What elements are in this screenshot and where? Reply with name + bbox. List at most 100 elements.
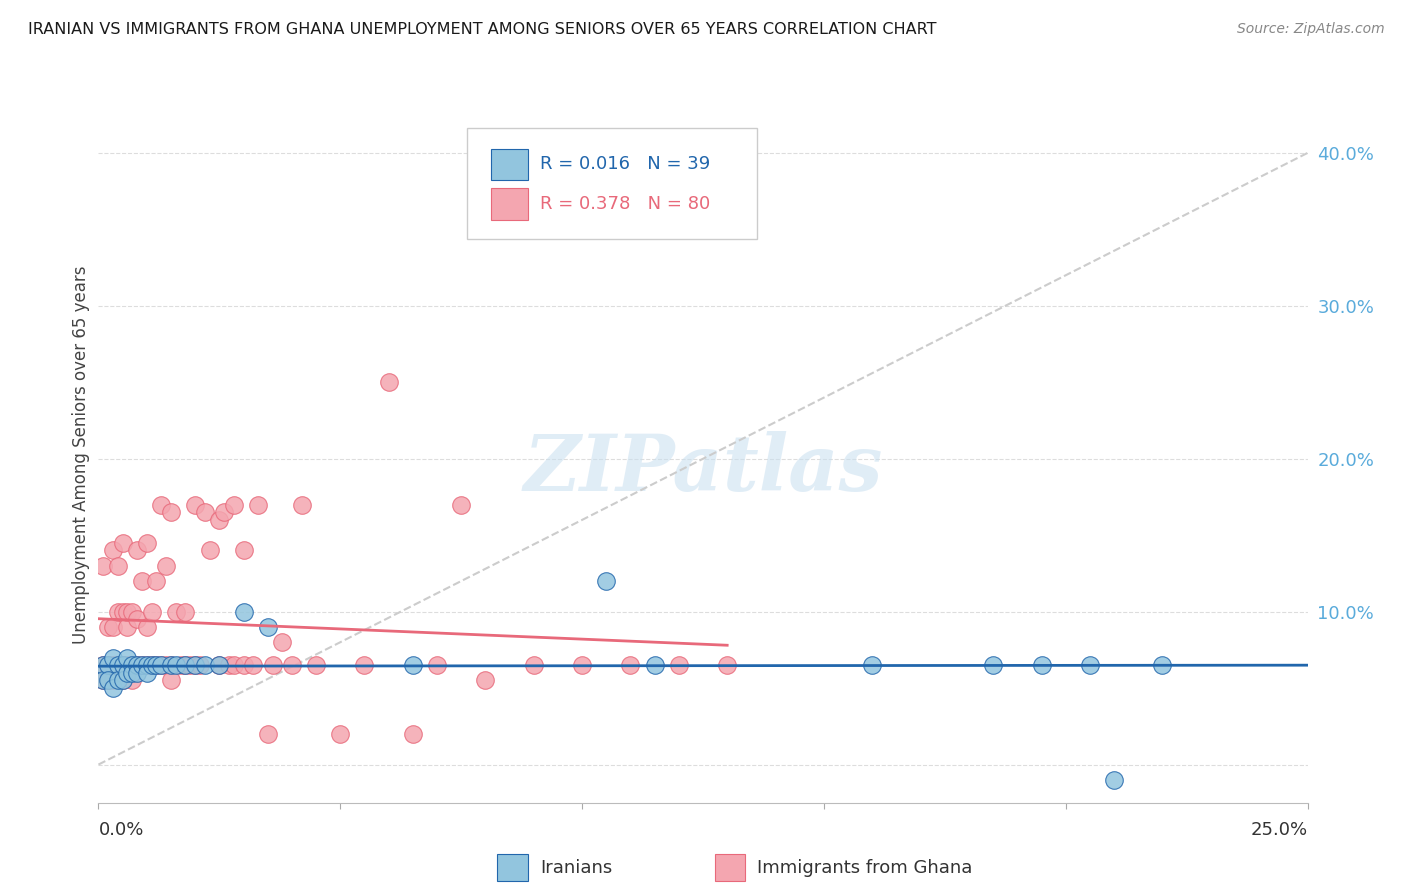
Point [145,658,167,673]
Point [256,727,278,741]
Point [101,650,124,665]
Point [145,658,167,673]
Point [262,658,284,673]
Point [208,658,231,673]
Point [160,658,183,673]
Point [165,658,187,673]
Text: 0.0%: 0.0% [98,822,143,839]
Point [117,650,139,665]
Point [141,658,163,673]
Point [184,658,207,673]
Point [212,505,235,519]
Point [377,376,399,390]
Point [1078,658,1101,673]
Point [141,658,163,673]
Point [329,727,352,741]
Point [242,658,264,673]
Point [184,658,207,673]
Point [668,658,690,673]
Point [97,620,120,634]
Point [1102,772,1125,787]
Point [981,658,1004,673]
Point [402,727,425,741]
FancyBboxPatch shape [716,855,745,880]
Point [232,605,254,619]
Point [860,658,883,673]
Point [91,658,114,673]
Point [101,681,124,695]
Point [232,658,254,673]
Text: 25.0%: 25.0% [1250,822,1308,839]
Point [174,658,197,673]
Point [208,513,231,527]
Point [107,658,129,673]
Point [127,658,149,673]
Point [97,658,120,673]
Point [1152,658,1174,673]
Point [150,498,173,512]
Point [111,536,134,550]
Point [571,658,593,673]
Point [97,673,120,688]
Point [523,658,546,673]
Point [160,673,183,688]
Point [232,543,254,558]
FancyBboxPatch shape [492,149,527,180]
Point [174,658,197,673]
Point [450,498,472,512]
FancyBboxPatch shape [492,188,527,219]
Point [184,498,207,512]
Point [305,658,328,673]
Point [150,658,173,673]
Point [222,658,245,673]
Point [595,574,617,588]
Point [145,574,167,588]
Point [474,673,496,688]
Point [97,673,120,688]
Point [169,658,191,673]
Text: IRANIAN VS IMMIGRANTS FROM GHANA UNEMPLOYMENT AMONG SENIORS OVER 65 YEARS CORREL: IRANIAN VS IMMIGRANTS FROM GHANA UNEMPLO… [28,22,936,37]
Point [155,558,177,573]
Point [135,658,157,673]
Point [117,665,139,680]
Point [121,658,143,673]
Point [135,665,157,680]
Point [426,658,449,673]
Text: R = 0.378   N = 80: R = 0.378 N = 80 [540,195,710,213]
Point [619,658,641,673]
FancyBboxPatch shape [467,128,758,239]
Point [644,658,666,673]
Point [117,658,139,673]
Point [111,673,134,688]
Point [107,673,129,688]
Point [141,605,163,619]
Point [271,635,294,649]
Point [290,498,312,512]
Point [101,620,124,634]
Text: Immigrants from Ghana: Immigrants from Ghana [758,859,973,877]
Point [121,665,143,680]
Point [716,658,738,673]
Point [127,612,149,626]
Point [402,658,425,673]
Point [188,658,211,673]
Point [131,658,153,673]
Point [121,673,143,688]
Point [247,498,270,512]
Y-axis label: Unemployment Among Seniors over 65 years: Unemployment Among Seniors over 65 years [72,266,90,644]
Point [135,620,157,634]
Point [117,620,139,634]
Point [135,536,157,550]
Point [150,658,173,673]
Point [111,605,134,619]
Point [117,605,139,619]
Point [135,658,157,673]
Point [91,673,114,688]
Point [121,658,143,673]
Point [91,658,114,673]
Point [155,658,177,673]
Point [218,658,240,673]
Point [256,620,278,634]
Point [107,658,129,673]
Text: Iranians: Iranians [540,859,612,877]
